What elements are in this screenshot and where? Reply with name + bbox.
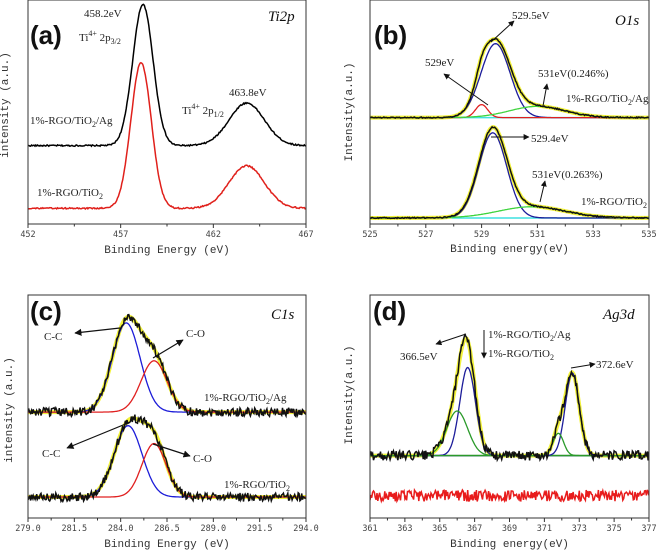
x-tick-label: 365 (432, 524, 447, 534)
panel-title: Ag3d (602, 307, 635, 323)
peak-annotation: 372.6eV (596, 359, 634, 371)
peak-annotation: 458.2eV (84, 8, 122, 20)
peak-annotation: C-C (42, 448, 60, 460)
spectrum-line (28, 61, 306, 211)
x-tick-label: 452 (20, 230, 35, 240)
peak-annotation: C-O (193, 453, 212, 465)
arrow (152, 339, 184, 359)
peak-annotation: 463.8eV (229, 87, 267, 99)
series-label: 1%-RGO/TiO2 (224, 479, 290, 493)
panel-label: (b) (374, 20, 407, 50)
arrow (74, 327, 121, 336)
arrow (490, 20, 515, 43)
spectrum-line (28, 313, 306, 419)
spectrum-line (370, 37, 649, 120)
fit-component (370, 372, 649, 457)
arrow (542, 83, 549, 107)
x-tick-label: 284.0 (108, 524, 134, 534)
x-tick-label: 363 (397, 524, 412, 534)
x-axis-label: Binding energy(eV) (450, 244, 569, 256)
peak-annotation: 529eV (425, 57, 454, 69)
panel-a: (a) Ti2p 458.2eV Ti4+ 2p3/2 463.8eV Ti4+… (0, 0, 314, 257)
series-label: 1%-RGO/TiO2 (37, 187, 103, 201)
x-axis-label: Binding Energy (eV) (104, 539, 229, 551)
arrow (443, 73, 489, 106)
spectrum-line (370, 487, 649, 504)
arrow (435, 333, 467, 346)
panel-label: (c) (30, 296, 62, 326)
panel-c: (c) C1s C-C C-O 1%-RGO/TiO2/Ag C-C C-O 1… (4, 294, 319, 551)
x-tick-label: 279.0 (15, 524, 41, 534)
series-label: 1%-RGO/TiO2 (488, 348, 554, 362)
x-tick-label: 373 (572, 524, 587, 534)
peak-annotation: Ti4+ 2p3/2 (79, 29, 121, 46)
fit-component (28, 360, 306, 413)
x-tick-label: 535 (641, 230, 656, 240)
series-label: 1%-RGO/TiO2 (581, 196, 647, 210)
peak-annotation: C-C (44, 331, 62, 343)
x-tick-label: 289.0 (201, 524, 227, 534)
x-tick-label: 367 (467, 524, 482, 534)
panel-label: (d) (373, 296, 406, 326)
panel-d: (d) Ag3d 366.5eV 1%-RGO/TiO2/Ag 1%-RGO/T… (344, 294, 656, 551)
x-tick-label: 371 (537, 524, 552, 534)
panel-title: C1s (271, 307, 295, 323)
arrow (539, 180, 547, 203)
y-axis-label: Intensity(a.u.) (344, 345, 356, 444)
fit-component (370, 366, 649, 457)
x-tick-label: 525 (362, 230, 377, 240)
peak-annotation: 366.5eV (400, 351, 438, 363)
series-label: 1%-RGO/TiO2/Ag (488, 329, 571, 343)
peak-annotation: C-O (186, 328, 205, 340)
x-tick-label: 286.5 (154, 524, 180, 534)
x-axis-label: Binding energy(eV) (450, 539, 569, 551)
x-tick-label: 462 (206, 230, 221, 240)
fit-component (370, 410, 649, 457)
y-axis-label: intensity (a.u.) (0, 52, 12, 158)
y-axis-label: intensity (a.u.) (4, 357, 16, 463)
spectrum-line (370, 125, 649, 220)
x-tick-label: 457 (113, 230, 128, 240)
x-tick-label: 375 (606, 524, 621, 534)
peak-annotation: 531eV(0.263%) (532, 169, 603, 181)
x-tick-label: 527 (418, 230, 433, 240)
peak-annotation: 531eV(0.246%) (538, 68, 609, 80)
plot-frame (369, 0, 650, 225)
peak-annotation: 529.4eV (531, 133, 569, 145)
series-label: 1%-RGO/TiO2/Ag (566, 93, 649, 107)
panel-title: O1s (615, 13, 639, 29)
panel-title: Ti2p (268, 9, 295, 25)
peak-annotation: 529.5eV (512, 10, 550, 22)
panel-b: (b) O1s 529.5eV 529eV 531eV(0.246%) 1%-R… (344, 0, 656, 256)
x-tick-label: 281.5 (62, 524, 88, 534)
x-tick-label: 533 (586, 230, 601, 240)
panel-label: (a) (30, 20, 62, 50)
arrow (152, 443, 191, 458)
x-tick-label: 294.0 (293, 524, 319, 534)
x-tick-label: 531 (530, 230, 545, 240)
y-axis-label: Intensity(a.u.) (344, 62, 356, 161)
arrow (570, 361, 596, 369)
x-tick-label: 529 (474, 230, 489, 240)
spectrum-line (370, 333, 649, 463)
x-axis-label: Binding Energy (eV) (104, 245, 229, 257)
spectrum-line (28, 3, 306, 148)
series-label: 1%-RGO/TiO2/Ag (30, 115, 113, 129)
x-tick-label: 361 (362, 524, 377, 534)
series-label: 1%-RGO/TiO2/Ag (204, 392, 287, 406)
x-tick-label: 467 (298, 230, 313, 240)
arrow (66, 422, 129, 449)
peak-annotation: Ti4+ 2p1/2 (182, 102, 224, 119)
x-tick-label: 369 (502, 524, 517, 534)
x-tick-label: 377 (641, 524, 656, 534)
fit-component (370, 43, 649, 119)
x-tick-label: 291.5 (247, 524, 273, 534)
spectrum-line (28, 414, 306, 504)
